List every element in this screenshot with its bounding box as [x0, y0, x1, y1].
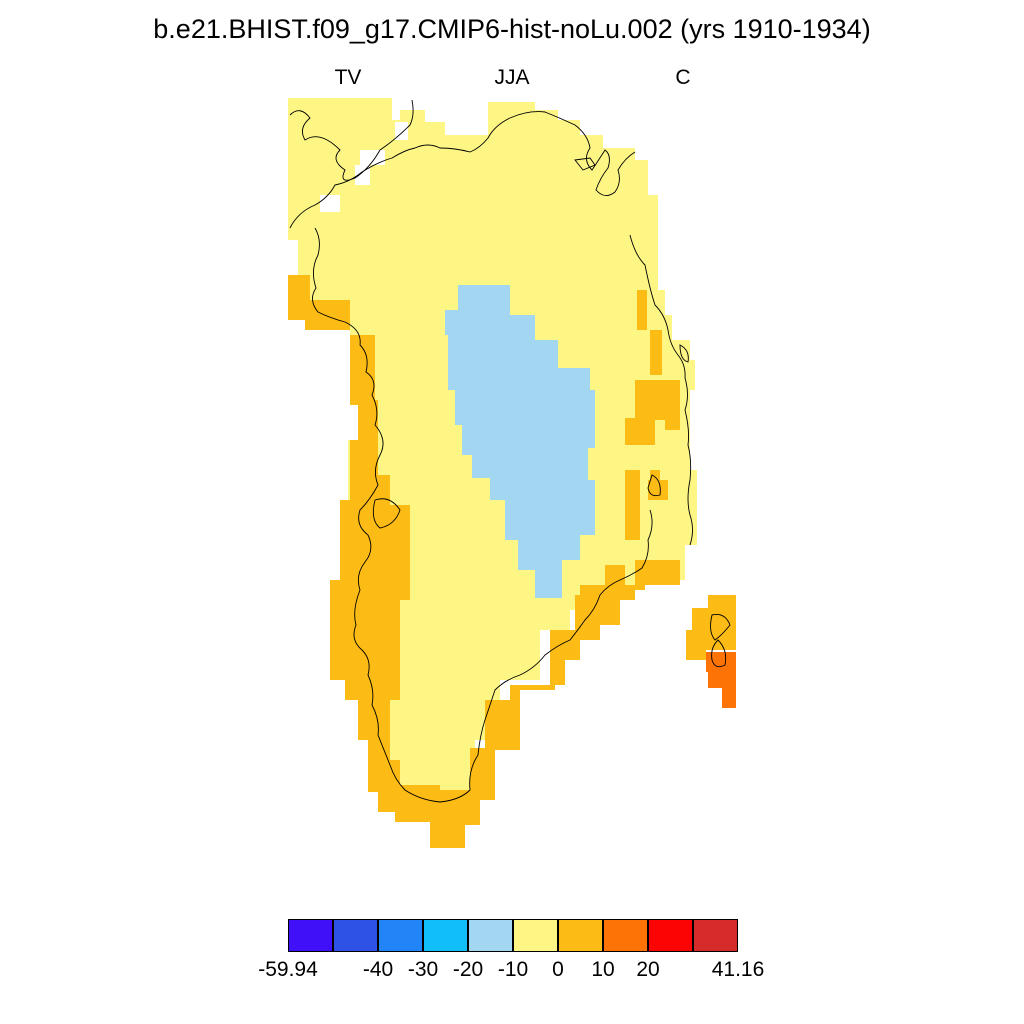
colorbar-box	[333, 919, 378, 952]
colorbar-tick-label: -59.94	[258, 958, 318, 981]
colorbar-box	[603, 919, 648, 952]
colorbar-tick-label: -10	[497, 958, 529, 981]
colorbar-box	[558, 919, 603, 952]
colorbar-tick-label: 41.16	[711, 958, 765, 981]
colorbar-box	[288, 919, 333, 952]
colorbar-tick-label: 20	[636, 958, 660, 981]
season-label: JJA	[494, 66, 530, 89]
region-orange	[288, 275, 680, 848]
colorbar-box	[468, 919, 513, 952]
colorbar-tick-label: -30	[407, 958, 439, 981]
colorbar-box	[423, 919, 468, 952]
region-blue	[445, 285, 595, 598]
colorbar-box	[693, 919, 738, 952]
coastline	[289, 99, 731, 803]
variable-label: TV	[334, 66, 362, 89]
colorbar-tick-label: -20	[452, 958, 484, 981]
region-dark-orange	[706, 652, 736, 708]
map-title: b.e21.BHIST.f09_g17.CMIP6-hist-noLu.002 …	[153, 14, 871, 44]
units-label: C	[675, 66, 691, 89]
colorbar-tick-label: -40	[362, 958, 394, 981]
colorbar-box	[513, 919, 558, 952]
colorbar-tick-label: 0	[552, 958, 564, 981]
colorbar-box	[648, 919, 693, 952]
colorbar-box	[378, 919, 423, 952]
colorbar-tick-label: 10	[591, 958, 615, 981]
